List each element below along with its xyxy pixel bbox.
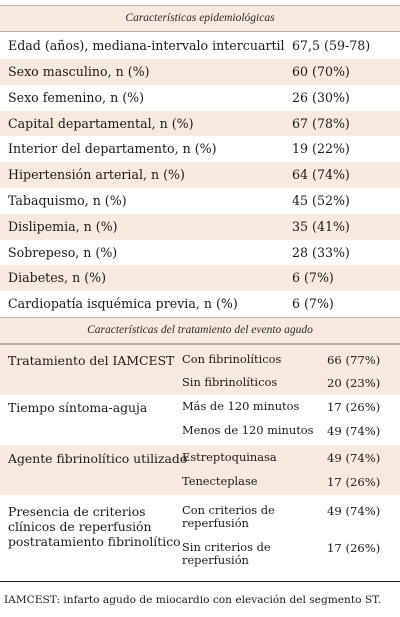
sub-label: Sin fibrinolíticos — [182, 374, 278, 389]
treatment-group: Presencia de criterios clínicos de reper… — [0, 495, 400, 569]
epidemiological-heading: Características epidemiológicas — [0, 5, 400, 32]
table-row: Sexo femenino, n (%) 26 (30%) — [0, 85, 400, 111]
table-row: Hipertensión arterial, n (%) 64 (74%) — [0, 162, 400, 188]
group-label: Agente fibrinolítico utilizado — [8, 450, 188, 466]
treatment-heading: Características del tratamiento del even… — [0, 316, 400, 344]
treatment-group: Tratamiento del IAMCEST Con fibrinolític… — [0, 344, 400, 395]
row-label: Cardiopatía isquémica previa, n (%) — [8, 296, 238, 312]
table-container: Características epidemiológicas Edad (añ… — [0, 5, 400, 617]
sub-label-line: reperfusión — [182, 552, 249, 567]
row-value: 28 (33%) — [292, 244, 350, 260]
treatment-group: Tiempo síntoma-aguja Más de 120 minutos … — [0, 395, 400, 445]
sub-label: Más de 120 minutos — [182, 398, 300, 413]
table-row: Interior del departamento, n (%) 19 (22%… — [0, 136, 400, 162]
row-value: 6 (7%) — [292, 296, 334, 312]
row-value: 6 (7%) — [292, 270, 334, 286]
group-label: Tratamiento del IAMCEST — [8, 352, 175, 368]
row-value: 35 (41%) — [292, 218, 350, 234]
sub-label: Estreptoquinasa — [182, 449, 277, 464]
row-label: Sexo masculino, n (%) — [8, 64, 150, 79]
sub-value: 17 (26%) — [327, 540, 381, 555]
group-label: Tiempo síntoma-aguja — [8, 399, 148, 415]
sub-label: Menos de 120 minutos — [182, 422, 314, 437]
group-label-line: postratamiento fibrinolítico — [8, 533, 181, 549]
row-label: Dislipemia, n (%) — [8, 218, 118, 234]
sub-label: Tenecteplase — [182, 473, 258, 488]
table-row: Cardiopatía isquémica previa, n (%) 6 (7… — [0, 291, 400, 317]
table-row: Diabetes, n (%) 6 (7%) — [0, 265, 400, 292]
row-value: 19 (22%) — [292, 141, 350, 157]
sub-label-line: Con criterios de — [182, 502, 275, 517]
sub-value: 66 (77%) — [327, 352, 381, 367]
table-row: Capital departamental, n (%) 67 (78%) — [0, 110, 400, 137]
table-row: Edad (años), mediana-intervalo intercuar… — [0, 32, 400, 59]
sub-value: 17 (26%) — [327, 474, 381, 489]
group-label-line: Presencia de criterios — [8, 503, 146, 519]
row-label: Tabaquismo, n (%) — [8, 192, 127, 208]
row-value: 45 (52%) — [292, 192, 350, 208]
row-label: Edad (años), mediana-intervalo intercuar… — [8, 38, 285, 53]
sub-value: 49 (74%) — [327, 503, 381, 518]
row-label: Diabetes, n (%) — [8, 270, 107, 286]
sub-value: 17 (26%) — [327, 399, 381, 414]
row-value: 60 (70%) — [292, 64, 350, 79]
row-value: 26 (30%) — [292, 89, 350, 105]
table-row: Sexo masculino, n (%) 60 (70%) — [0, 59, 400, 85]
treatment-body: Tratamiento del IAMCEST Con fibrinolític… — [0, 343, 400, 598]
row-value: 64 (74%) — [292, 167, 350, 183]
sub-value: 20 (23%) — [327, 375, 381, 390]
row-value: 67 (78%) — [292, 115, 350, 131]
treatment-group: Agente fibrinolítico utilizado Estreptoq… — [0, 444, 400, 495]
footnote: IAMCEST: infarto agudo de miocardio con … — [4, 594, 382, 606]
table-bottom-rule — [0, 581, 400, 582]
row-label: Hipertensión arterial, n (%) — [8, 167, 185, 183]
sub-value: 49 (74%) — [327, 423, 381, 438]
sub-value: 49 (74%) — [327, 450, 381, 465]
sub-label-line: reperfusión — [182, 515, 249, 530]
row-label: Interior del departamento, n (%) — [8, 141, 217, 157]
row-label: Sexo femenino, n (%) — [8, 89, 145, 105]
table-row: Sobrepeso, n (%) 28 (33%) — [0, 240, 400, 266]
sub-label-line: Sin criterios de — [182, 539, 271, 554]
sub-label: Con fibrinolíticos — [182, 351, 282, 366]
table-row: Tabaquismo, n (%) 45 (52%) — [0, 188, 400, 214]
row-label: Sobrepeso, n (%) — [8, 244, 118, 260]
table-row: Dislipemia, n (%) 35 (41%) — [0, 213, 400, 240]
row-label: Capital departamental, n (%) — [8, 115, 194, 131]
group-label-line: clínicos de reperfusión — [8, 518, 152, 534]
row-value: 67,5 (59-78) — [292, 38, 371, 53]
